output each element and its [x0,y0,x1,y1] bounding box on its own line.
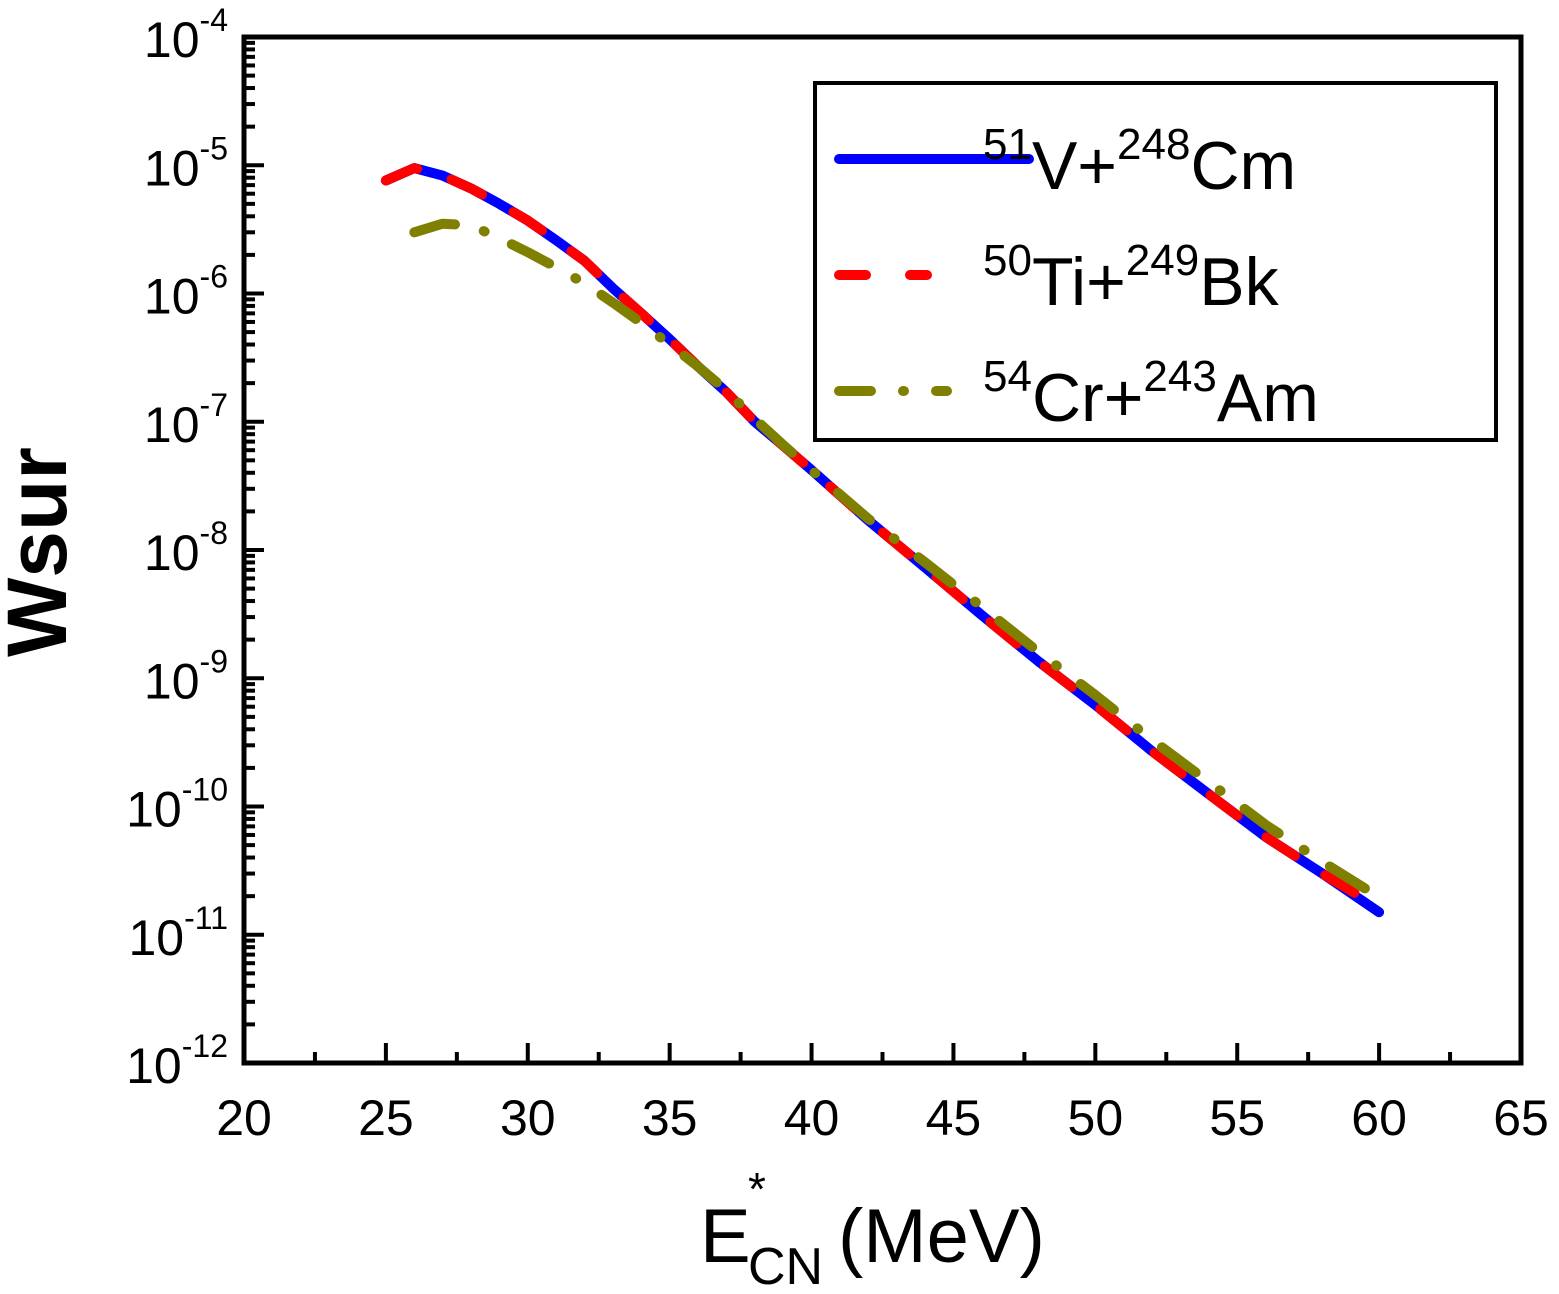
legend-box [813,81,1498,442]
y-tick-label: 10-6 [144,259,228,325]
y-tick-label: 10-7 [144,387,228,453]
x-axis-title-sup: * [748,1163,766,1215]
y-tick-label: 10-5 [144,130,228,196]
x-tick-label: 20 [216,1090,272,1146]
y-tick-label: 10-8 [144,515,228,581]
legend-label: 54Cr+243Am [983,352,1319,436]
legend: 51V+248Cm 50Ti+249Bk 54Cr+243Am [813,81,1498,442]
series-line-54Cr+243Am [409,218,1370,894]
legend-label: 50Ti+249Bk [983,236,1280,320]
x-axis-title-unit: (MeV) [838,1194,1045,1279]
y-tick-label: 10-12 [126,1028,228,1094]
y-tick-label: 10-11 [129,900,229,966]
x-axis-title-main: E [700,1194,751,1279]
y-tick-label: 10-10 [126,772,228,838]
series-layer [380,163,1385,918]
x-tick-label: 25 [358,1090,414,1146]
y-axis-title: Wsur [0,447,84,657]
x-tick-label: 40 [784,1090,840,1146]
y-tick-label: 10-9 [144,643,228,709]
x-tick-label: 65 [1493,1090,1549,1146]
x-tick-label: 45 [926,1090,982,1146]
y-axis: 10-4 10-5 10-6 10-7 10-8 10-9 10-10 10-11 10-12 [126,2,264,1094]
x-axis-title: E * CN (MeV) [700,1163,1045,1294]
x-tick-label: 30 [500,1090,556,1146]
x-tick-label: 60 [1351,1090,1407,1146]
x-axis-title-sub: CN [748,1238,823,1294]
legend-label: 51V+248Cm [983,120,1296,204]
x-tick-label: 35 [642,1090,698,1146]
y-tick-label: 10-4 [144,2,228,68]
x-axis: 20 25 30 35 40 45 50 55 60 65 [216,1043,1549,1146]
x-tick-label: 55 [1209,1090,1265,1146]
x-tick-label: 50 [1068,1090,1124,1146]
